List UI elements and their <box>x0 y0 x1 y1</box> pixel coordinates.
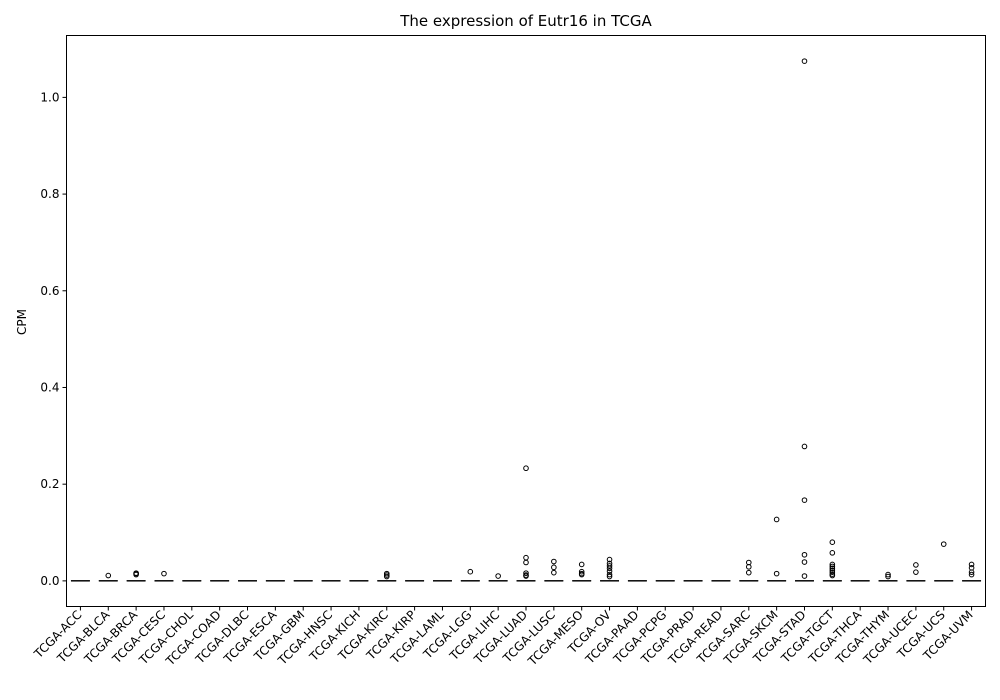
y-axis-label: CPM <box>15 309 29 335</box>
chart-title: The expression of Eutr16 in TCGA <box>399 12 652 30</box>
outlier-point <box>829 567 836 574</box>
outlier-point <box>606 568 613 575</box>
outlier-point <box>801 551 808 558</box>
outlier-point <box>383 570 390 577</box>
y-tick-label: 1.0 <box>40 90 59 104</box>
outlier-point <box>578 561 585 568</box>
outlier-point <box>940 541 947 547</box>
outlier-point <box>523 573 529 579</box>
outlier-point <box>913 569 919 575</box>
outlier-point <box>578 571 585 578</box>
outlier-point <box>606 571 613 578</box>
outlier-point <box>829 561 836 568</box>
outlier-point <box>829 550 836 556</box>
y-tick-label: 0.6 <box>40 284 59 298</box>
outlier-point <box>801 559 808 565</box>
outlier-point <box>968 569 975 575</box>
outlier-point <box>495 573 501 579</box>
y-tick-label: 0.4 <box>40 380 59 394</box>
outlier-point <box>885 571 891 578</box>
outlier-point <box>801 497 808 503</box>
outlier-point <box>606 563 613 569</box>
y-tick-label: 0.2 <box>40 477 59 491</box>
outlier-point <box>551 558 557 565</box>
plot-frame <box>66 35 986 607</box>
outlier-point <box>773 516 780 523</box>
outlier-point <box>829 565 836 572</box>
outlier-point <box>551 564 557 571</box>
outlier-point <box>105 572 112 579</box>
outlier-point <box>578 568 585 575</box>
outlier-point <box>551 569 557 576</box>
outlier-point <box>606 565 613 572</box>
outlier-point <box>801 58 808 64</box>
outlier-point <box>745 569 752 576</box>
outlier-point <box>801 573 808 579</box>
outlier-point <box>523 559 529 566</box>
outlier-point <box>606 556 613 563</box>
y-tick-label: 0.0 <box>40 574 59 588</box>
outlier-point <box>968 571 975 578</box>
outlier-point <box>133 570 139 576</box>
outlier-point <box>829 539 836 545</box>
outlier-point <box>913 562 919 568</box>
outlier-point <box>467 568 474 575</box>
outlier-point <box>968 561 975 568</box>
outlier-point <box>829 563 836 570</box>
outlier-point <box>885 573 891 580</box>
outlier-point <box>523 465 529 472</box>
outlier-point <box>801 443 808 450</box>
outlier-point <box>829 569 836 575</box>
outlier-point <box>829 572 836 579</box>
y-tick-label: 0.8 <box>40 187 59 201</box>
outlier-point <box>606 573 613 580</box>
outlier-point <box>523 570 529 576</box>
outlier-point <box>161 570 167 577</box>
outlier-point <box>773 570 780 577</box>
outlier-point <box>745 564 752 570</box>
